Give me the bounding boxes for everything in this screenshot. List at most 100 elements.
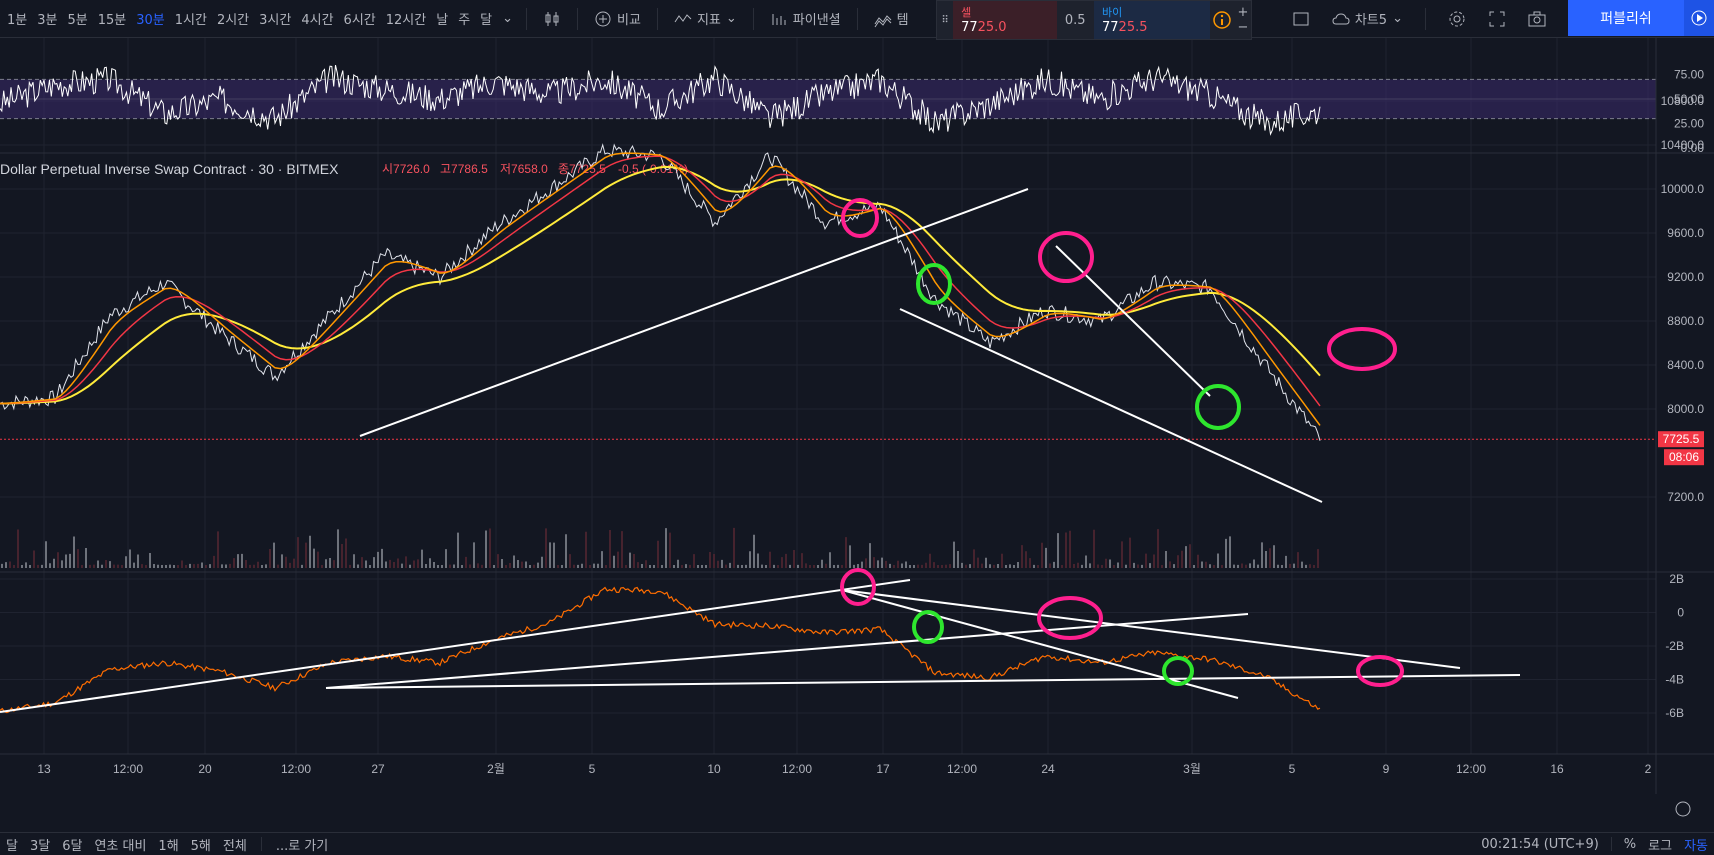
trendline-support[interactable] [359, 188, 1029, 437]
toolbar-divider [1425, 7, 1426, 30]
time-tick-label: 13 [37, 762, 51, 776]
trendline-channel-lower[interactable] [899, 308, 1323, 503]
indicators-button[interactable]: 지표 ⌄ [666, 9, 745, 28]
chart-area[interactable]: Dollar Perpetual Inverse Swap Contract ·… [0, 38, 1714, 832]
interval-4h[interactable]: 4시간 [301, 13, 334, 28]
snapshot-button[interactable] [1520, 10, 1554, 28]
trendline-obv-5[interactable] [841, 589, 1239, 699]
trendline-obv-4[interactable] [841, 589, 1461, 669]
green-marker[interactable] [912, 610, 944, 644]
interval-1h[interactable]: 1시간 [174, 13, 207, 28]
expand-icon [1489, 11, 1505, 26]
range-ytd[interactable]: 연초 대비 [94, 838, 147, 854]
candle-style-button[interactable] [535, 10, 569, 28]
interval-week[interactable]: 주 [458, 13, 471, 28]
green-marker[interactable] [1162, 656, 1194, 686]
interval-5m[interactable]: 5분 [67, 13, 88, 28]
ma-mid-line [0, 155, 1321, 407]
range-3m[interactable]: 3달 [29, 838, 51, 854]
toolbar-divider [856, 7, 858, 30]
settings-button[interactable] [1440, 10, 1474, 28]
minus-icon[interactable]: − [1237, 20, 1249, 35]
interval-12h[interactable]: 12시간 [385, 13, 427, 28]
info-button[interactable] [1210, 1, 1235, 39]
top-toolbar: 1분 3분 5분 15분 30분 1시간 2시간 3시간 4시간 6시간 12시… [0, 0, 1714, 38]
time-tick-label: 10 [707, 762, 721, 776]
trendline-obv-2[interactable] [325, 613, 1249, 689]
fullscreen-box-button[interactable] [1284, 10, 1318, 28]
sell-button[interactable]: 셀 7725.0 [953, 1, 1057, 39]
buy-button[interactable]: 바이 7725.5 [1094, 1, 1210, 39]
range-1m[interactable]: 달 [6, 838, 18, 854]
interval-1m[interactable]: 1분 [7, 13, 28, 28]
interval-3m[interactable]: 3분 [37, 13, 58, 28]
pink-marker[interactable] [1037, 596, 1103, 640]
template-icon [874, 14, 891, 27]
green-marker[interactable] [1195, 384, 1241, 430]
template-button[interactable]: 템 [866, 9, 917, 28]
range-1y[interactable]: 1해 [158, 838, 179, 854]
price-tick-label: 8800.0 [1667, 314, 1704, 328]
interval-15m[interactable]: 15분 [97, 13, 127, 28]
chevron-down-icon: ⌄ [725, 11, 737, 26]
svg-text:고7786.5: 고7786.5 [440, 162, 488, 176]
trendline-obv-3[interactable] [325, 674, 1521, 689]
last-price-tag: 7725.5 08:06 [1658, 431, 1704, 466]
range-all[interactable]: 전체 [222, 838, 247, 854]
interval-6h[interactable]: 6시간 [343, 13, 376, 28]
obv-axis: 2B 0 -2B -4B -6B [1665, 572, 1684, 720]
log-toggle[interactable]: 로그 [1648, 838, 1673, 854]
cloud-icon [1332, 12, 1350, 24]
interval-dropdown-chevron-icon[interactable]: ⌄ [502, 11, 514, 26]
pink-marker[interactable] [841, 198, 879, 238]
percent-toggle[interactable]: % [1623, 836, 1637, 852]
time-tick-label: 20 [198, 762, 212, 776]
goto-date-button[interactable]: ...로 가기 [275, 838, 329, 854]
drag-handle-icon[interactable]: ⠿ [941, 14, 949, 26]
price-tick-label: 9600.0 [1667, 226, 1704, 240]
compare-button[interactable]: 비교 [586, 9, 649, 28]
trendline-resistance[interactable] [1055, 245, 1211, 397]
interval-day[interactable]: 날 [436, 13, 449, 28]
last-price-value: 7725.5 [1663, 432, 1700, 446]
green-marker[interactable] [916, 263, 952, 305]
publish-button[interactable]: 퍼블리쉬 [1568, 0, 1684, 36]
range-5y[interactable]: 5해 [190, 838, 211, 854]
rsi-tick-label: 25.00 [1674, 117, 1704, 131]
settings-corner[interactable] [1675, 801, 1691, 817]
pine-button[interactable]: 파이낸셜 [762, 9, 849, 28]
obv-tick-label: -6B [1665, 706, 1684, 720]
auto-toggle[interactable]: 자동 [1684, 838, 1708, 854]
pink-marker[interactable] [840, 568, 876, 606]
time-tick-label: 2 [1645, 762, 1652, 776]
price-tick-label: 7200.0 [1667, 490, 1704, 504]
legend-symbol: Dollar Perpetual Inverse Swap Contract ·… [0, 161, 339, 177]
time-tick-label: 3월 [1183, 762, 1201, 776]
obv-tick-label: 2B [1669, 572, 1684, 586]
expand-button[interactable] [1480, 10, 1514, 28]
gear-icon [1449, 11, 1465, 26]
time-tick-label: 5 [1289, 762, 1296, 776]
interval-30m[interactable]: 30분 [136, 13, 165, 28]
svg-text:시7726.0: 시7726.0 [382, 162, 430, 176]
time-tick-label: 12:00 [782, 762, 812, 776]
interval-3h[interactable]: 3시간 [259, 13, 292, 28]
price-tick-label: 9200.0 [1667, 270, 1704, 284]
price-tick-label: 10000.0 [1661, 182, 1705, 196]
interval-month[interactable]: 달 [480, 13, 493, 28]
rsi-guides [0, 78, 1656, 120]
interval-2h[interactable]: 2시간 [216, 13, 250, 28]
pink-marker[interactable] [1356, 655, 1404, 687]
pink-marker[interactable] [1327, 327, 1397, 371]
plus-icon[interactable]: + [1237, 5, 1249, 20]
chart-layout-button[interactable]: 차트5 ⌄ [1324, 9, 1411, 28]
play-button[interactable] [1684, 0, 1714, 36]
toolbar-divider [577, 7, 579, 30]
rsi-tick-label: 50.00 [1674, 92, 1704, 106]
time-tick-label: 27 [371, 762, 385, 776]
qty-stepper[interactable]: + − [1235, 1, 1251, 39]
trendline-obv-1[interactable] [0, 579, 911, 713]
range-6m[interactable]: 6달 [62, 838, 83, 854]
pink-marker[interactable] [1038, 231, 1094, 283]
gear-icon[interactable] [1675, 801, 1691, 817]
